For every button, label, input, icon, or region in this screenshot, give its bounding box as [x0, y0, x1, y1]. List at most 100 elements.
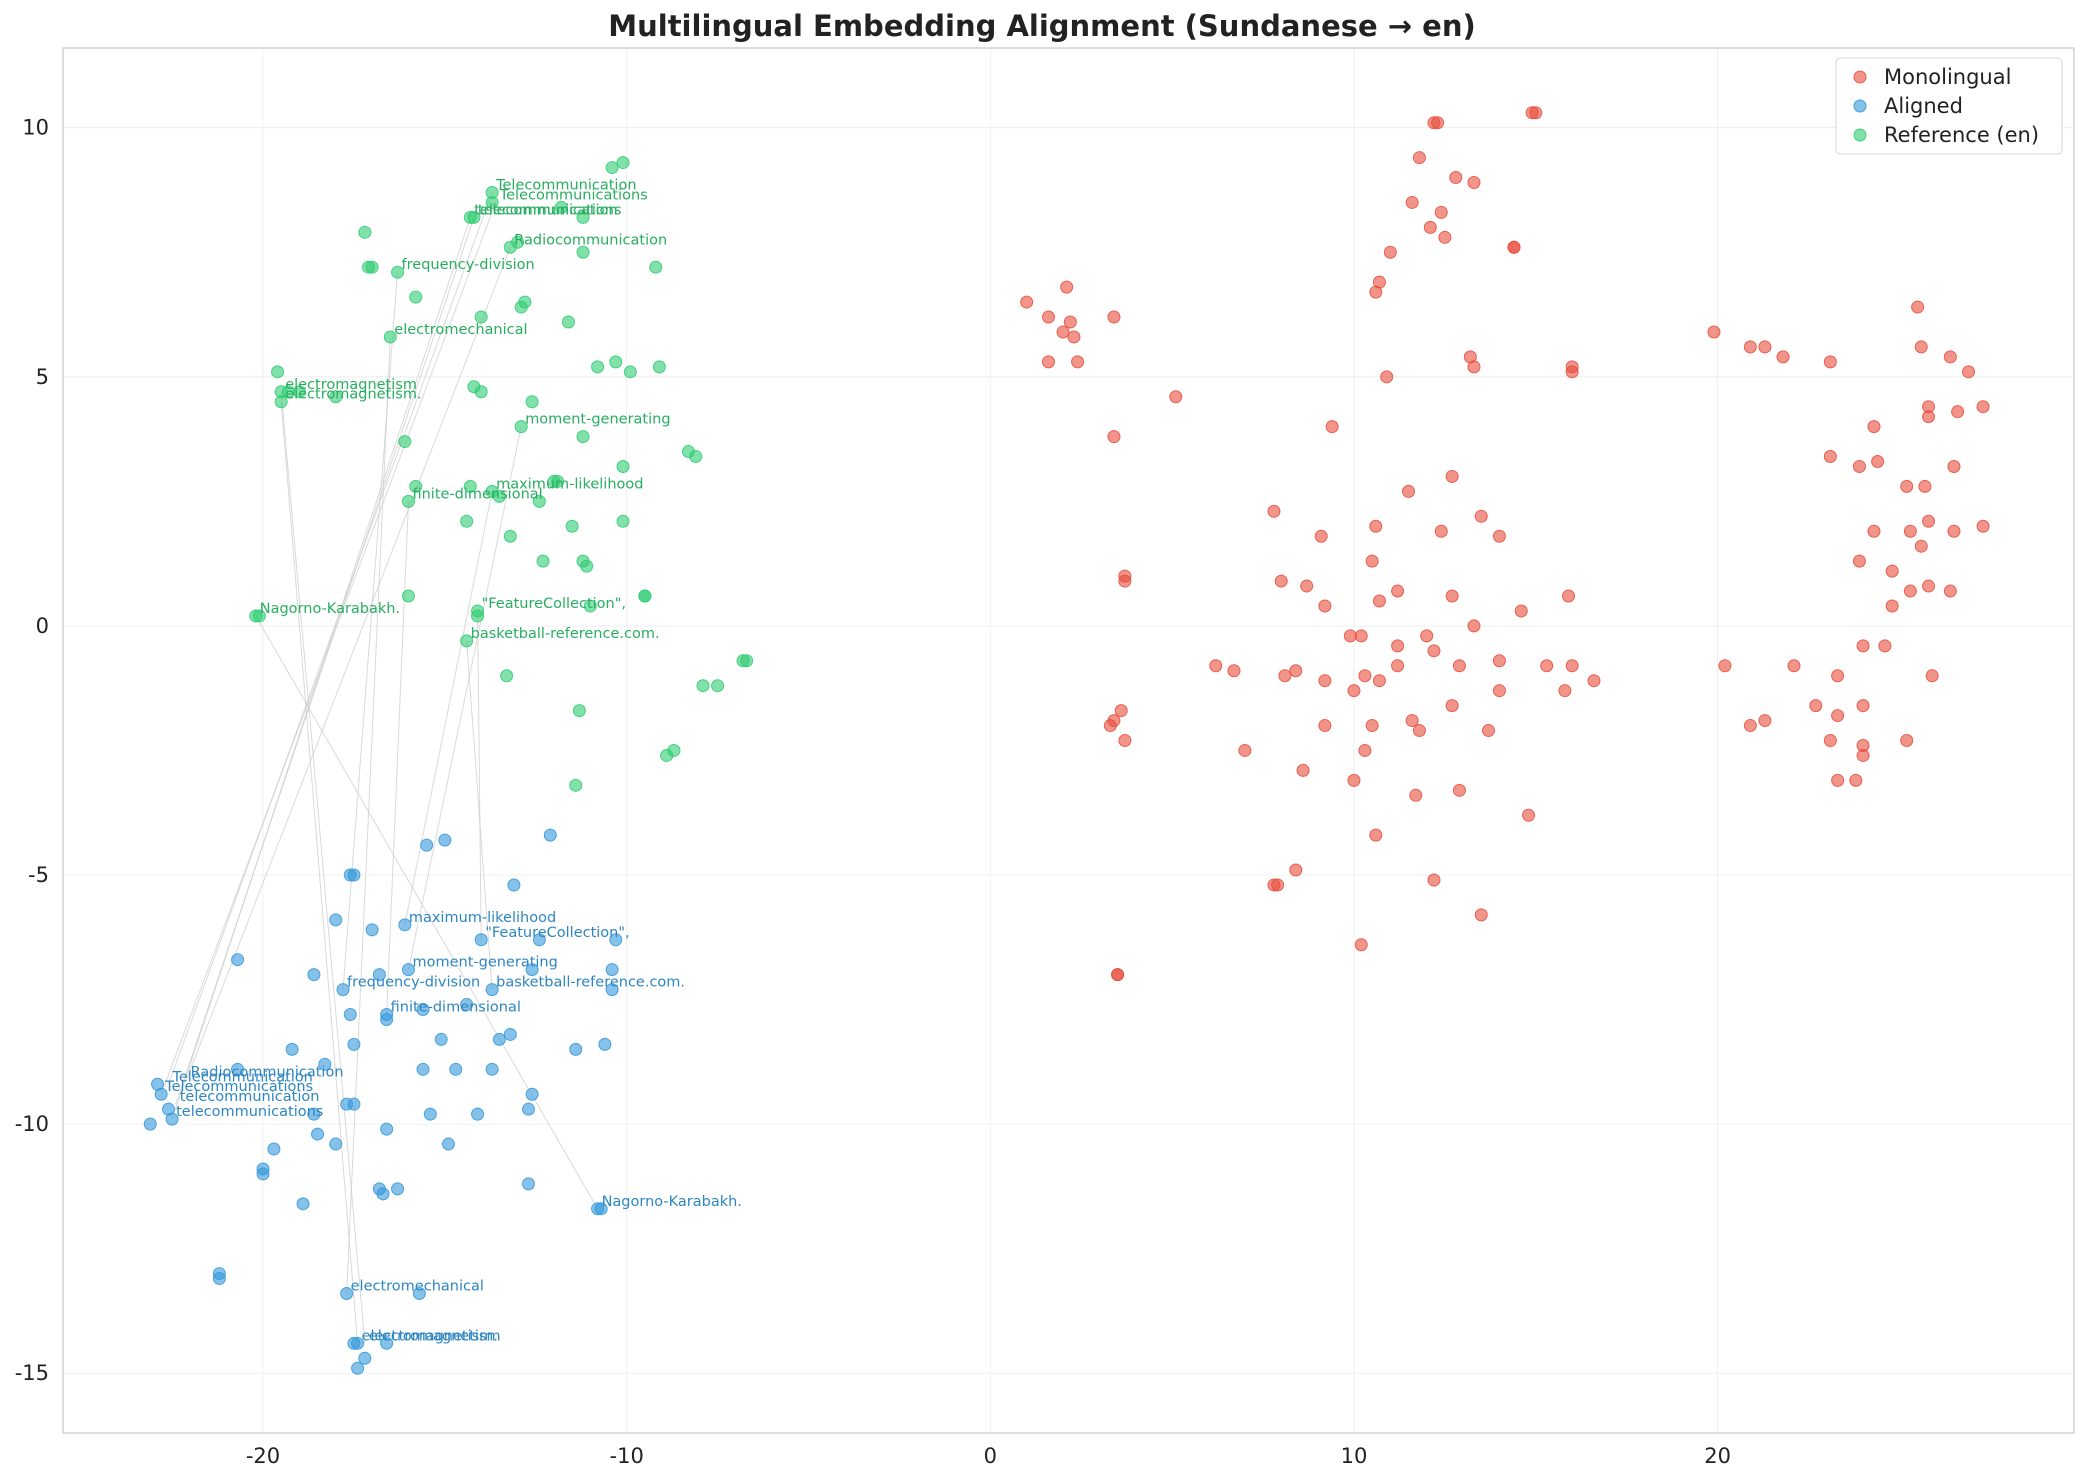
data-point [1412, 151, 1426, 165]
data-point [525, 963, 539, 977]
data-point [409, 290, 423, 304]
data-point [1474, 509, 1488, 523]
data-point [1209, 659, 1223, 673]
data-point [485, 1062, 499, 1076]
data-point [1474, 908, 1488, 922]
data-point [1947, 459, 1961, 473]
data-point [500, 669, 514, 683]
data-point [1943, 350, 1957, 364]
legend-box [1835, 57, 2063, 155]
data-point [285, 1042, 299, 1056]
data-point [1467, 619, 1481, 633]
data-point [412, 1287, 426, 1301]
data-point [380, 1122, 394, 1136]
data-point [1925, 669, 1939, 683]
data-point [1878, 639, 1892, 653]
data-point [492, 489, 506, 503]
data-point [1227, 664, 1241, 678]
data-point [231, 1062, 245, 1076]
data-point [329, 913, 343, 927]
reference-point-label: "FeatureCollection", [482, 596, 626, 612]
reference-point-label: electromechanical [394, 322, 527, 338]
data-point [1354, 629, 1368, 643]
data-point [1402, 484, 1416, 498]
series-monolingual [1020, 106, 1990, 982]
data-point [311, 1127, 325, 1141]
data-point [561, 315, 575, 329]
data-point [372, 968, 386, 982]
aligned-point-label: Nagorno-Karabakh. [602, 1194, 742, 1210]
series-layer [143, 106, 1990, 1375]
data-point [398, 918, 412, 932]
legend: Monolingual Aligned Reference (en) [1835, 57, 2063, 155]
data-point [1943, 584, 1957, 598]
data-point [383, 330, 397, 344]
aligned-point-label: frequency-division [347, 975, 480, 991]
data-point [1238, 743, 1252, 757]
reference-point-label: moment-generating [525, 412, 670, 428]
data-point [1452, 659, 1466, 673]
x-tick-label: -20 [246, 1444, 280, 1468]
reference-point-label: frequency-division [402, 257, 535, 273]
data-point [401, 589, 415, 603]
data-point [143, 1117, 157, 1131]
alignment-link [186, 247, 511, 1080]
data-point [1118, 734, 1132, 747]
legend-label: Monolingual [1884, 65, 2011, 89]
data-point [1318, 674, 1332, 688]
data-point [1300, 579, 1314, 593]
data-point [1903, 584, 1917, 598]
data-point [391, 1182, 405, 1196]
axis-ticks: -20 -10 0 10 20 10 5 0 -5 -10 -15 [15, 116, 1731, 1468]
data-point [1372, 674, 1386, 688]
reference-point-label: Telecommunication [495, 177, 636, 193]
data-point [1420, 629, 1434, 643]
data-point [380, 1336, 394, 1350]
data-point [1354, 938, 1368, 952]
data-point [507, 878, 521, 892]
aligned-point-label: electromagnetism [369, 1328, 501, 1344]
data-point [1358, 669, 1372, 683]
data-point [1289, 863, 1303, 877]
data-point [460, 514, 474, 528]
data-point [329, 1137, 343, 1151]
data-point [398, 435, 412, 449]
data-point [391, 265, 405, 279]
data-point [460, 998, 474, 1012]
data-point [365, 923, 379, 937]
data-point [514, 420, 528, 434]
data-point [576, 210, 590, 224]
data-point [1391, 659, 1405, 673]
data-point [1427, 644, 1441, 658]
data-point [471, 609, 485, 623]
data-point [1067, 330, 1081, 344]
alignment-link [404, 491, 493, 925]
data-point [591, 360, 605, 374]
data-point [1831, 773, 1845, 787]
data-point [1169, 390, 1183, 404]
data-point [1412, 724, 1426, 738]
data-point [1522, 808, 1536, 822]
data-point [274, 395, 288, 409]
data-point [551, 474, 565, 488]
data-point [1111, 968, 1125, 982]
data-point [518, 295, 532, 309]
data-point [711, 679, 725, 693]
data-point [252, 609, 266, 623]
legend-label: Aligned [1884, 94, 1963, 118]
data-point [1365, 554, 1379, 568]
data-point [474, 310, 488, 324]
data-point [1718, 659, 1732, 673]
data-point [1507, 240, 1521, 254]
data-point [1776, 350, 1790, 364]
data-point [474, 933, 488, 947]
alignment-link [280, 391, 366, 1344]
data-point [503, 529, 517, 543]
data-point [543, 828, 557, 842]
alignment-link [255, 615, 599, 1210]
legend-marker [1853, 99, 1867, 113]
data-point [1565, 659, 1579, 673]
y-tick-label: 10 [22, 116, 49, 140]
aligned-point-label: Radiocommunication [191, 1064, 344, 1080]
data-point [605, 963, 619, 977]
